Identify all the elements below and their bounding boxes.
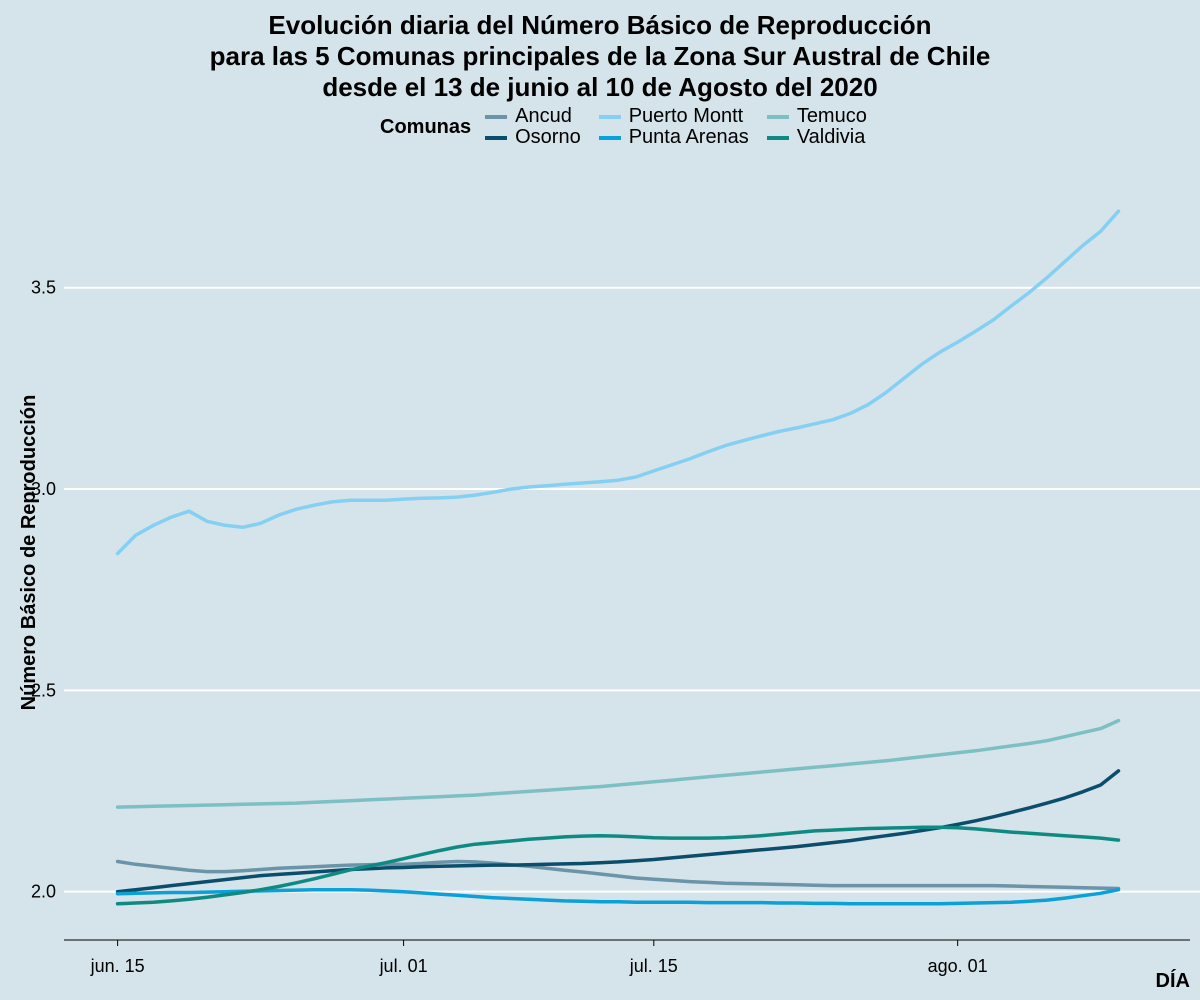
legend-item-temuco: Temuco <box>766 105 867 127</box>
legend-key-puerto-montt <box>598 114 621 119</box>
chart-title-line-1: Evolución diaria del Número Básico de Re… <box>268 10 932 40</box>
legend-label: Temuco <box>796 105 867 127</box>
legend-label: Puerto Montt <box>628 105 744 127</box>
legend-item-puerto-montt: Puerto Montt <box>598 105 749 127</box>
legend-key-temuco <box>766 114 789 119</box>
x-tick-label: jul. 15 <box>629 956 678 976</box>
legend-item-valdivia: Valdivia <box>766 126 867 148</box>
legend-title: Comunas <box>380 115 472 138</box>
chart-title: Evolución diaria del Número Básico de Re… <box>0 10 1200 103</box>
legend-label: Osorno <box>515 126 581 148</box>
series-line-valdivia <box>115 825 1121 906</box>
legend-key-ancud <box>485 114 508 119</box>
legend-label: Valdivia <box>796 126 866 148</box>
legend-key-valdivia <box>766 135 789 140</box>
y-axis-title: Número Básico de Reproducción <box>18 395 40 711</box>
y-tick-label: 3.0 <box>31 479 56 499</box>
legend-label: Ancud <box>515 105 572 127</box>
x-axis-title: DÍA <box>1156 969 1190 992</box>
legend-label: Punta Arenas <box>628 126 749 148</box>
y-tick-label: 2.0 <box>31 882 56 902</box>
legend-item-ancud: Ancud <box>485 106 581 127</box>
legend-key-punta-arenas <box>598 135 621 140</box>
series-line-punta-arenas <box>115 887 1121 906</box>
y-tick-label: 2.5 <box>31 680 56 700</box>
legend-key-osorno <box>485 135 508 140</box>
legend: Comunas Ancud Puerto Montt Temuco Osorno Pun… <box>380 106 867 148</box>
series-line-osorno <box>115 769 1121 894</box>
legend-entries: Ancud Puerto Montt Temuco Osorno Punta Arena… <box>485 106 867 148</box>
series-line-puerto-montt <box>115 209 1121 556</box>
series-line-temuco <box>115 718 1121 809</box>
chart-title-line-2: para las 5 Comunas principales de la Zon… <box>209 41 991 71</box>
legend-item-osorno: Osorno <box>485 127 581 148</box>
x-tick-label: jul. 01 <box>379 956 428 976</box>
x-tick-label: jun. 15 <box>90 956 145 976</box>
legend-item-punta-arenas: Punta Arenas <box>598 126 749 148</box>
chart-title-line-3: desde el 13 de junio al 10 de Agosto del… <box>322 72 878 102</box>
y-tick-label: 3.5 <box>31 278 56 298</box>
x-tick-label: ago. 01 <box>928 956 988 976</box>
series-line-ancud <box>115 859 1121 891</box>
